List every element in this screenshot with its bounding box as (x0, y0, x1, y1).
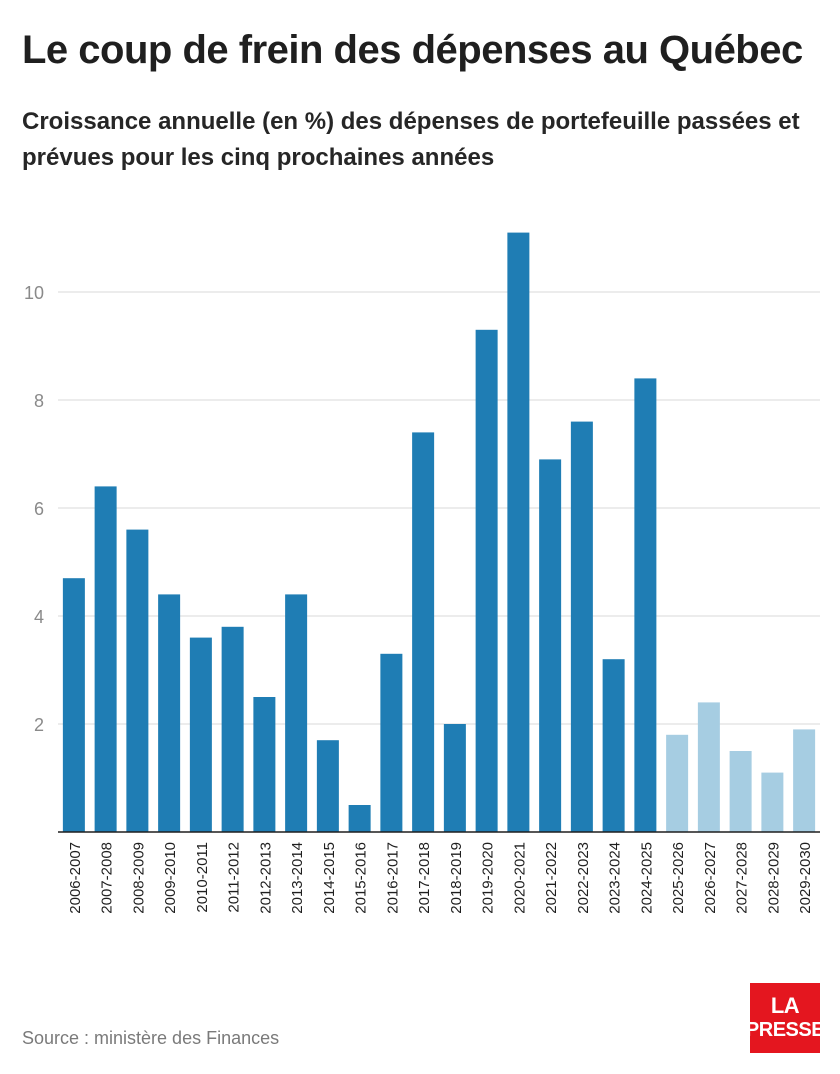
x-tick-label: 2022-2023 (575, 842, 592, 914)
bar (126, 529, 149, 832)
x-tick-label: 2006-2007 (67, 842, 84, 914)
y-axis-ticks: 2 4 6 8 10 (24, 283, 44, 735)
y-tick-label: 6 (34, 499, 44, 519)
bar-chart: 2 4 6 8 10 2006-2007 2007-2008 2008-2009 2009-2… (24, 232, 820, 914)
bar (602, 659, 625, 832)
x-tick-label: 2018-2019 (448, 842, 465, 914)
y-tick-label: 4 (34, 607, 44, 627)
bar (253, 697, 276, 832)
x-tick-label: 2026-2027 (702, 842, 719, 914)
bar (570, 421, 593, 832)
x-tick-label: 2020-2021 (511, 842, 528, 914)
x-tick-label: 2023-2024 (607, 842, 624, 914)
x-tick-label: 2028-2029 (765, 842, 782, 914)
bars (62, 232, 816, 833)
x-tick-label: 2027-2028 (734, 842, 751, 914)
bar (316, 740, 339, 832)
x-axis-labels: 2006-2007 2007-2008 2008-2009 2009-2010 2010… (67, 842, 814, 914)
x-tick-label: 2012-2013 (257, 842, 274, 914)
logo-text-la: LA (770, 993, 800, 1018)
x-tick-label: 2014-2015 (321, 842, 338, 914)
x-tick-label: 2016-2017 (384, 842, 401, 914)
bar (94, 486, 117, 832)
gridlines (58, 291, 820, 725)
x-tick-label: 2013-2014 (289, 842, 306, 914)
bar (221, 626, 244, 832)
bar (634, 378, 657, 832)
bar (380, 653, 403, 832)
source-note: Source : ministère des Finances (22, 1028, 280, 1048)
x-tick-label: 2021-2022 (543, 842, 560, 914)
chart-subtitle: Croissance annuelle (en %) des dépenses … (22, 108, 800, 171)
x-tick-label: 2029-2030 (797, 842, 814, 914)
x-tick-label: 2010-2011 (194, 842, 211, 913)
bar (761, 772, 784, 832)
x-tick-label: 2009-2010 (162, 842, 179, 914)
la-presse-logo: LA PRESSE (746, 983, 825, 1053)
bar (158, 594, 181, 832)
x-tick-label: 2008-2009 (130, 842, 147, 914)
y-tick-label: 10 (24, 283, 44, 303)
bar (412, 432, 435, 832)
x-tick-label: 2024-2025 (638, 842, 655, 914)
x-tick-label: 2011-2012 (226, 842, 243, 913)
bar (285, 594, 308, 832)
logo-text-presse: PRESSE (745, 1019, 825, 1041)
bar (666, 734, 689, 832)
y-tick-label: 2 (34, 715, 44, 735)
bar (539, 459, 562, 832)
x-tick-label: 2019-2020 (480, 842, 497, 914)
bar (348, 805, 371, 832)
bar (62, 578, 85, 832)
bar (793, 729, 816, 832)
bar (443, 724, 466, 832)
chart-title: Le coup de frein des dépenses au Québec (22, 28, 803, 72)
x-tick-label: 2007-2008 (99, 842, 116, 914)
bar (697, 702, 720, 832)
y-tick-label: 8 (34, 391, 44, 411)
x-tick-label: 2025-2026 (670, 842, 687, 914)
x-tick-label: 2017-2018 (416, 842, 433, 914)
bar (189, 637, 212, 832)
bar (729, 751, 752, 832)
bar (507, 232, 530, 833)
bar (475, 329, 498, 832)
x-tick-label: 2015-2016 (353, 842, 370, 914)
